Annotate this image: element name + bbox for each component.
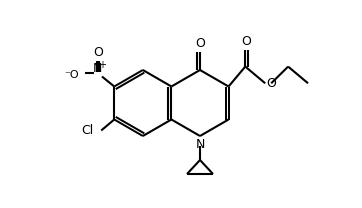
- Text: O: O: [195, 37, 205, 50]
- Text: N: N: [92, 62, 102, 74]
- Text: O: O: [266, 77, 276, 90]
- Text: +: +: [98, 59, 106, 69]
- Text: ⁻O: ⁻O: [64, 69, 79, 79]
- Text: N: N: [195, 138, 205, 151]
- Text: O: O: [93, 46, 103, 58]
- Text: Cl: Cl: [81, 124, 93, 137]
- Text: O: O: [241, 35, 251, 48]
